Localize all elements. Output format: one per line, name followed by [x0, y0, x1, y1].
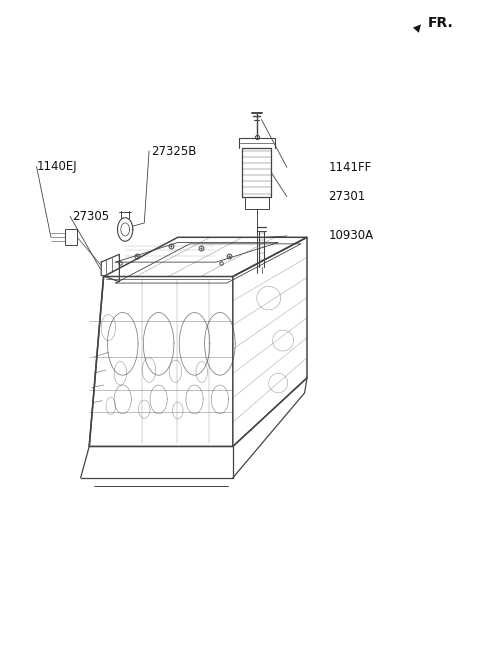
- Text: FR.: FR.: [428, 16, 454, 30]
- Text: 27301: 27301: [328, 191, 366, 203]
- Text: 10930A: 10930A: [328, 229, 373, 242]
- Text: 27325B: 27325B: [152, 145, 197, 157]
- Text: 1141FF: 1141FF: [328, 161, 372, 174]
- Text: 1140EJ: 1140EJ: [36, 160, 77, 173]
- Text: 27305: 27305: [72, 210, 109, 223]
